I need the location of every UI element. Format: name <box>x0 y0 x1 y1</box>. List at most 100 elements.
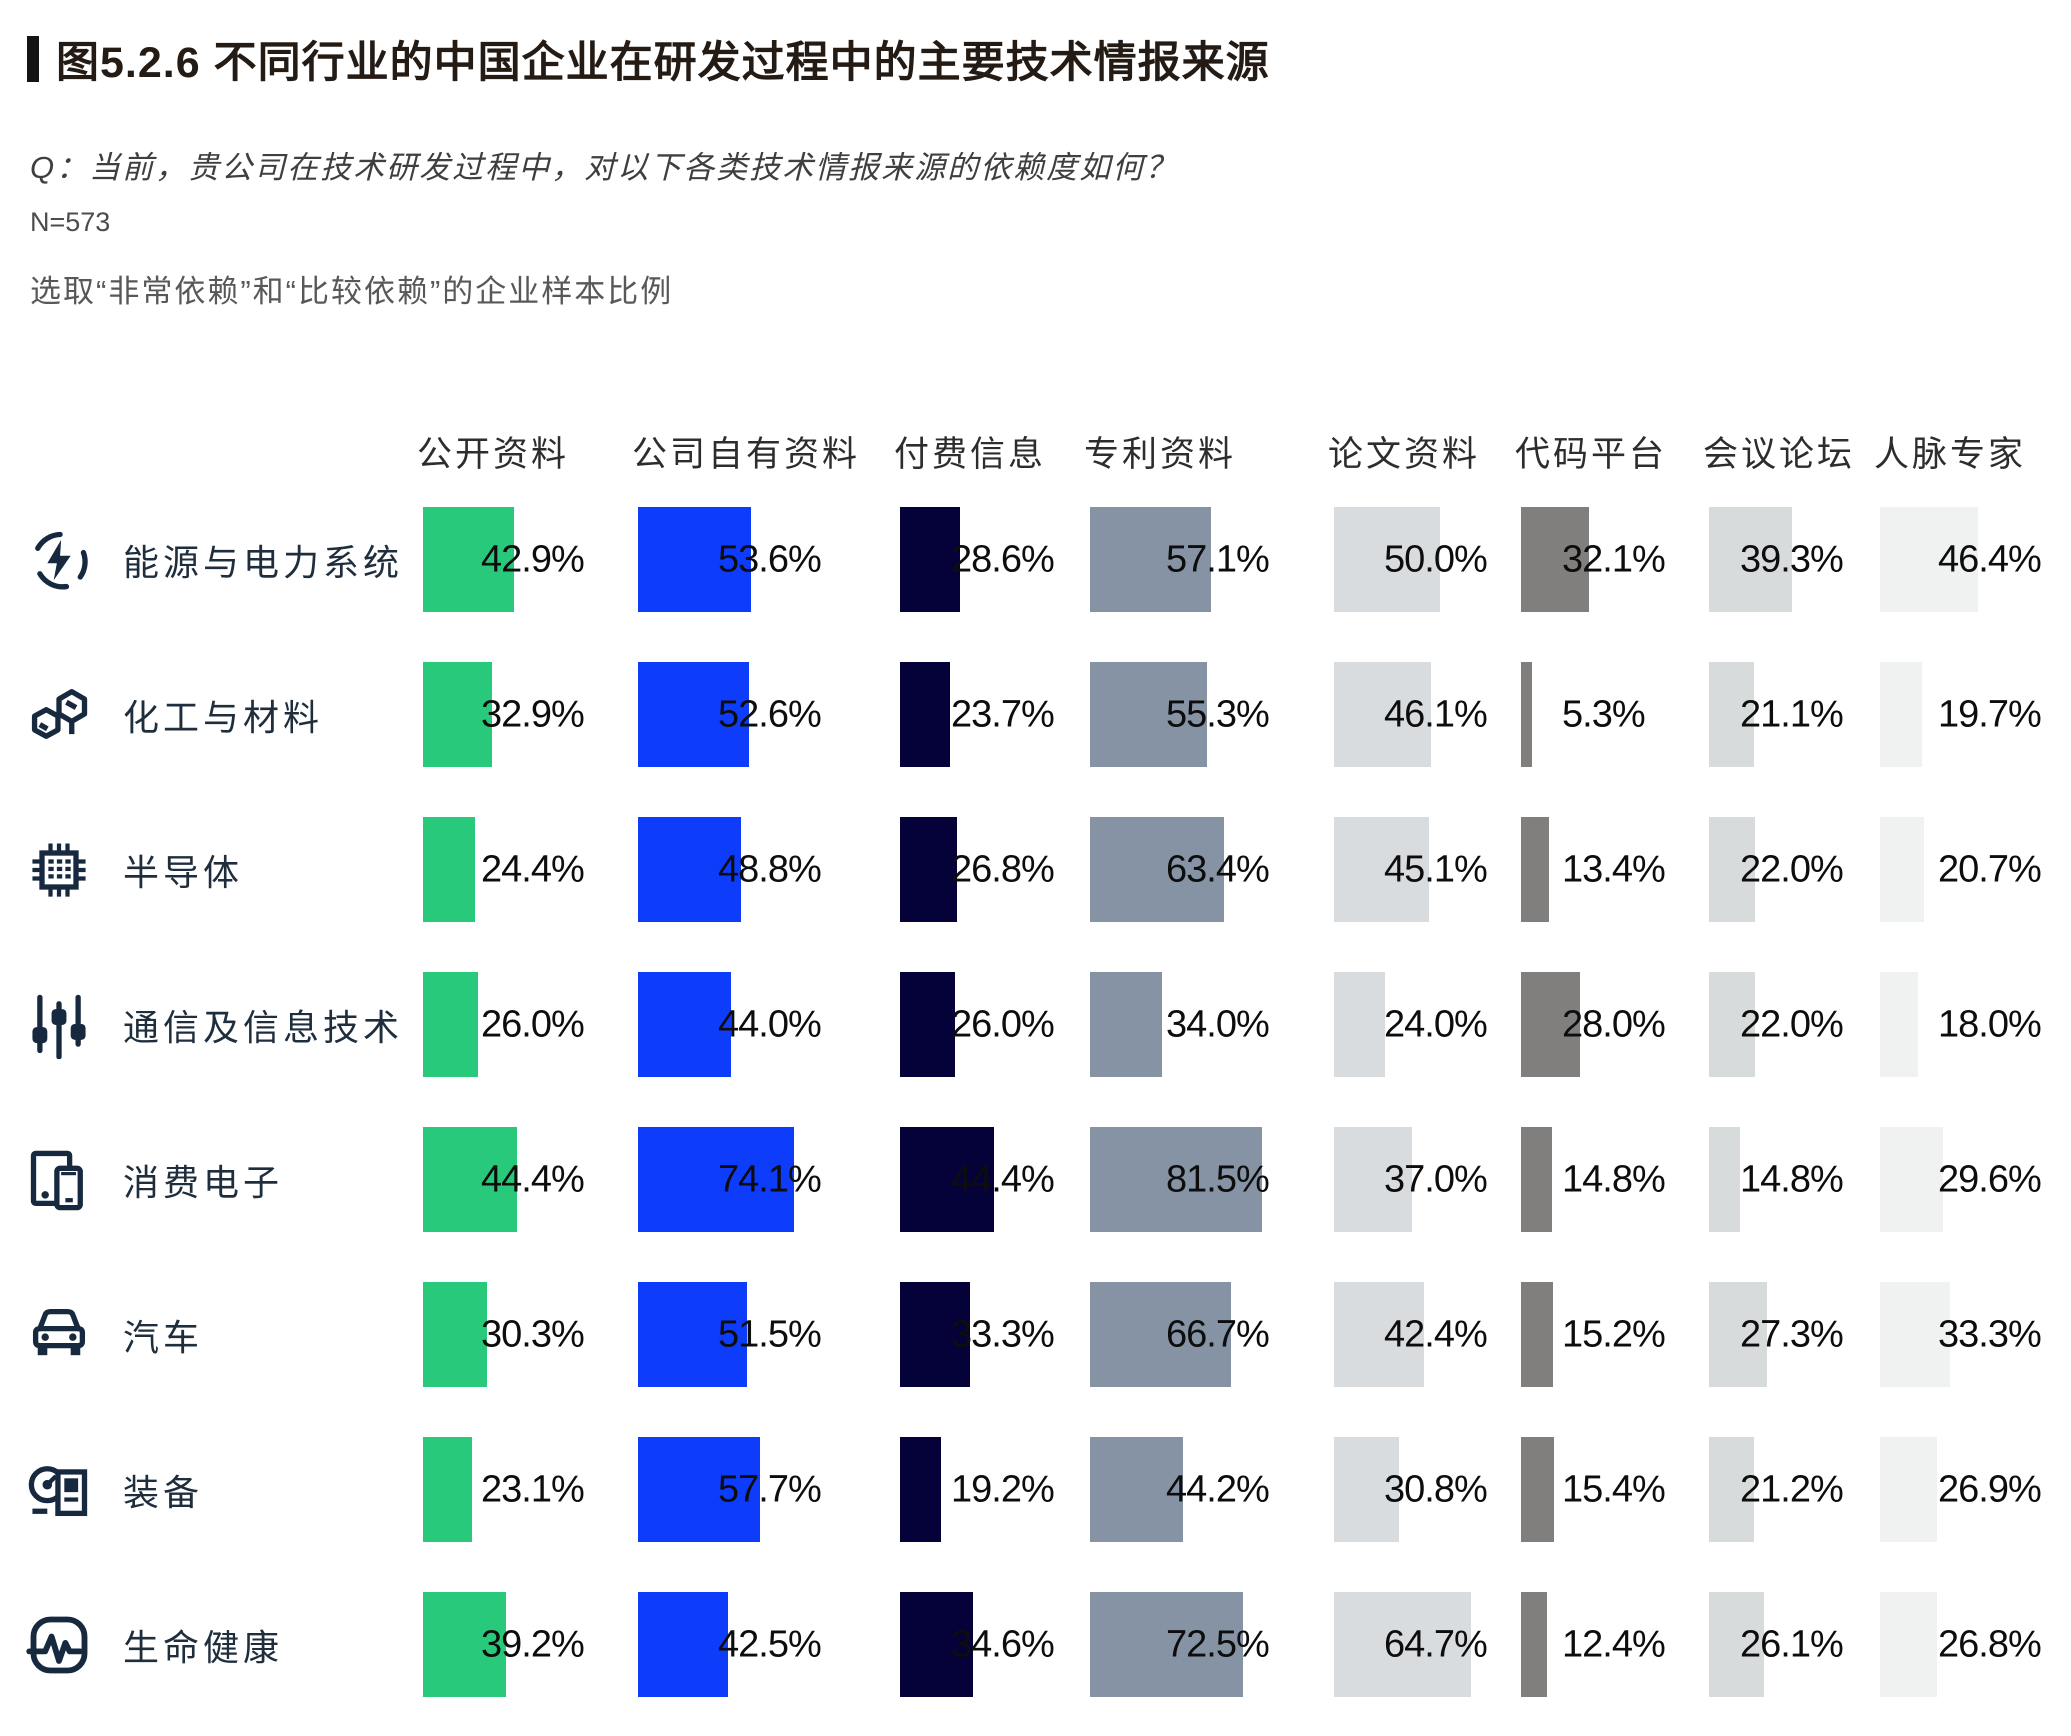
value-label: 52.6% <box>718 693 822 735</box>
bar-cell: 44.4% <box>900 1127 1090 1232</box>
bar-cell: 33.3% <box>900 1282 1090 1387</box>
bar-cell: 37.0% <box>1334 1127 1521 1232</box>
column-header-cell: 付费信息 <box>894 426 1090 477</box>
value-label: 26.9% <box>1938 1468 2042 1510</box>
industry-row: 消费电子 44.4% 74.1% 44.4% 81.5% 37.0% 14.8% 14.8% 2… <box>0 1127 2071 1232</box>
bar <box>1090 1282 1231 1387</box>
consumer-electronics-icon <box>25 1146 93 1214</box>
column-header-cell: 论文资料 <box>1328 426 1521 477</box>
column-header-row: 公开资料 公司自有资料 付费信息 专利资料 论文资料 代码平台 会议论坛 人脉专家 <box>0 429 2071 477</box>
bar <box>638 1592 728 1697</box>
industry-row: 能源与电力系统 42.9% 53.6% 28.6% 57.1% 50.0% 32.1% 39.… <box>0 507 2071 612</box>
industry-label-cell: 消费电子 <box>0 1127 423 1232</box>
value-label: 39.3% <box>1740 538 1844 580</box>
column-header: 公司自有资料 <box>632 435 861 474</box>
bar-cell: 46.1% <box>1334 662 1521 767</box>
industry-label-cell: 装备 <box>0 1437 423 1542</box>
bar-cell: 72.5% <box>1090 1592 1334 1697</box>
bar <box>1521 1437 1554 1542</box>
bar-cell: 44.0% <box>638 972 900 1077</box>
value-label: 44.0% <box>718 1003 822 1045</box>
bar-cell: 15.2% <box>1521 1282 1709 1387</box>
bar-cell: 42.9% <box>423 507 638 612</box>
bar <box>1090 817 1224 922</box>
bar <box>1709 507 1792 612</box>
value-label: 42.5% <box>718 1623 822 1665</box>
industry-label: 能源与电力系统 <box>123 541 404 583</box>
bar-cell: 14.8% <box>1521 1127 1709 1232</box>
bar-cell: 19.2% <box>900 1437 1090 1542</box>
bar <box>1334 1282 1424 1387</box>
value-label: 53.6% <box>718 538 822 580</box>
value-label: 26.1% <box>1740 1623 1844 1665</box>
bar-cell: 26.8% <box>1880 1592 2071 1697</box>
value-label: 13.4% <box>1562 848 1666 890</box>
bar-cell: 51.5% <box>638 1282 900 1387</box>
chemicals-materials-icon <box>25 681 93 749</box>
industry-label: 汽车 <box>123 1316 204 1358</box>
column-header: 人脉专家 <box>1874 435 2027 474</box>
bar-cell: 13.4% <box>1521 817 1709 922</box>
bar-cell: 23.1% <box>423 1437 638 1542</box>
value-label: 34.6% <box>951 1623 1055 1665</box>
value-label: 50.0% <box>1384 538 1488 580</box>
bar-cell: 22.0% <box>1709 817 1880 922</box>
bar-cell: 24.0% <box>1334 972 1521 1077</box>
value-label: 55.3% <box>1166 693 1270 735</box>
value-label: 72.5% <box>1166 1623 1270 1665</box>
bar <box>900 1127 994 1232</box>
life-health-icon <box>25 1611 93 1679</box>
industry-label-cell: 汽车 <box>0 1282 423 1387</box>
bar-cell: 50.0% <box>1334 507 1521 612</box>
bar <box>1334 507 1440 612</box>
industry-label: 半导体 <box>123 851 244 893</box>
bar-cell: 12.4% <box>1521 1592 1709 1697</box>
value-label: 57.7% <box>718 1468 822 1510</box>
value-label: 30.8% <box>1384 1468 1488 1510</box>
value-label: 24.4% <box>481 848 585 890</box>
bar <box>900 1592 973 1697</box>
bar-cell: 5.3% <box>1521 662 1709 767</box>
bar-cell: 21.1% <box>1709 662 1880 767</box>
value-label: 57.1% <box>1166 538 1270 580</box>
column-header: 论文资料 <box>1328 435 1481 474</box>
bar <box>1880 662 1922 767</box>
value-label: 44.4% <box>951 1158 1055 1200</box>
value-label: 42.9% <box>481 538 585 580</box>
bar <box>1880 507 1978 612</box>
bar <box>1090 1592 1243 1697</box>
bar-cell: 32.1% <box>1521 507 1709 612</box>
value-label: 22.0% <box>1740 1003 1844 1045</box>
column-header-cell: 人脉专家 <box>1874 426 2071 477</box>
value-label: 29.6% <box>1938 1158 2042 1200</box>
bar <box>900 662 950 767</box>
bar-cell: 18.0% <box>1880 972 2071 1077</box>
industry-label-cell: 能源与电力系统 <box>0 507 423 612</box>
bar-cell: 26.0% <box>423 972 638 1077</box>
bar <box>1334 972 1385 1077</box>
survey-question: Q：当前，贵公司在技术研发过程中，对以下各类技术情报来源的依赖度如何？ <box>30 150 1179 185</box>
bar-cell: 20.7% <box>1880 817 2071 922</box>
equipment-icon <box>25 1456 93 1524</box>
value-label: 42.4% <box>1384 1313 1488 1355</box>
bar-cell: 19.7% <box>1880 662 2071 767</box>
bar-cell: 57.7% <box>638 1437 900 1542</box>
value-label: 26.8% <box>1938 1623 2042 1665</box>
bar-cell: 46.4% <box>1880 507 2071 612</box>
bar <box>1521 1127 1553 1232</box>
bar-cell: 81.5% <box>1090 1127 1334 1232</box>
bar <box>1090 662 1207 767</box>
bar-cell: 74.1% <box>638 1127 900 1232</box>
semiconductor-icon <box>25 836 93 904</box>
bar-cell: 34.0% <box>1090 972 1334 1077</box>
column-header-cell: 公开资料 <box>417 426 638 477</box>
bar <box>1521 1282 1554 1387</box>
value-label: 32.1% <box>1562 538 1666 580</box>
bar-cell: 33.3% <box>1880 1282 2071 1387</box>
industry-label: 化工与材料 <box>123 696 324 738</box>
bar-cell: 14.8% <box>1709 1127 1880 1232</box>
bar <box>1709 817 1756 922</box>
column-header: 代码平台 <box>1515 435 1668 474</box>
bar <box>1709 972 1756 1077</box>
